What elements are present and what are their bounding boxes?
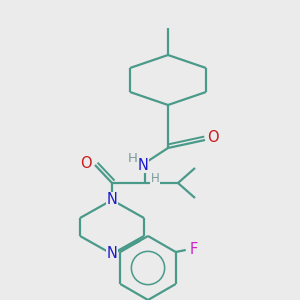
Text: H: H xyxy=(151,172,159,185)
Text: O: O xyxy=(207,130,219,146)
Text: O: O xyxy=(80,155,92,170)
Text: F: F xyxy=(190,242,198,256)
Text: N: N xyxy=(106,247,117,262)
Text: H: H xyxy=(128,152,138,164)
Text: N: N xyxy=(106,193,117,208)
Text: N: N xyxy=(138,158,148,172)
